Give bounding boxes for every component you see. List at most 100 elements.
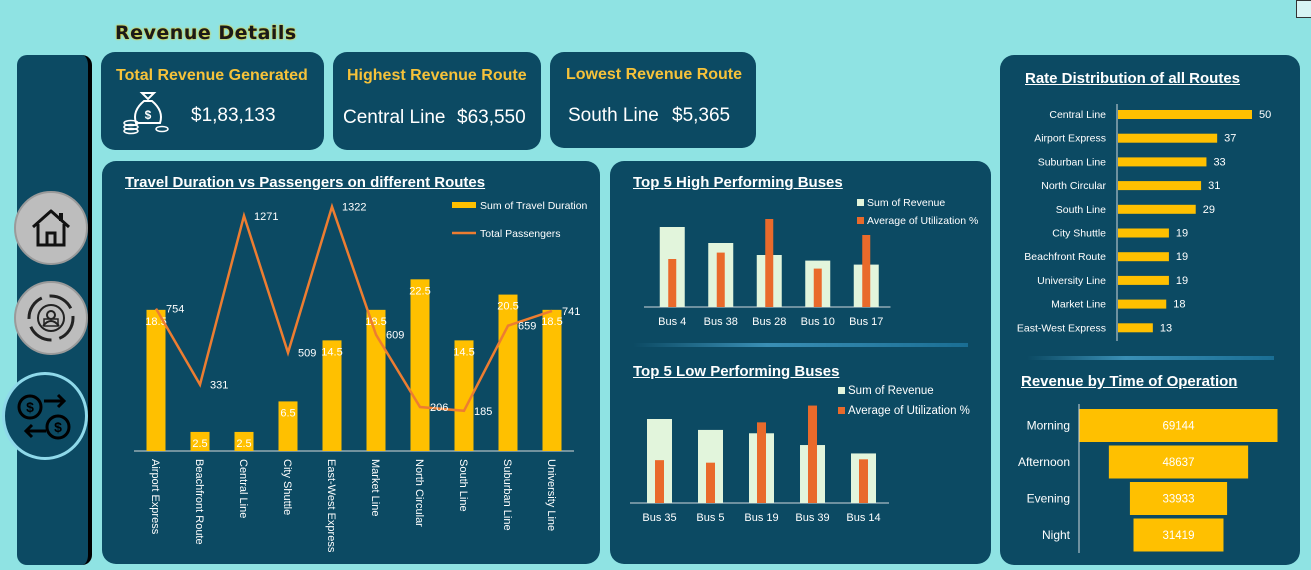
low-buses-chart-title: Top 5 Low Performing Buses <box>633 363 840 380</box>
time-revenue-bar <box>1129 482 1228 515</box>
svg-text:$: $ <box>145 108 152 122</box>
rate-bar <box>1118 181 1202 191</box>
svg-text:$: $ <box>54 419 62 435</box>
travel-duration-bar <box>454 340 474 451</box>
rate-data-label: 13 <box>1160 322 1172 334</box>
low-buses-utilization-bar <box>706 462 715 503</box>
kpi-lowest-route-card <box>550 52 756 148</box>
travel-duration-data-label: 14.5 <box>453 346 474 358</box>
bus-panel-divider <box>633 343 968 347</box>
time-y-tick-label: Evening <box>1027 492 1070 506</box>
rate-data-label: 19 <box>1176 228 1188 240</box>
travel-duration-data-label: 22.5 <box>409 285 430 297</box>
page-title: Revenue Details <box>115 22 297 44</box>
travel-duration-data-label: 14.5 <box>321 346 342 358</box>
time-y-tick-label: Afternoon <box>1018 455 1070 469</box>
money-bag-icon: $ <box>123 92 169 135</box>
passengers-data-label: 659 <box>518 321 536 333</box>
rate-data-label: 31 <box>1208 180 1220 192</box>
low-buses-chart: Bus 35 Bus 5 Bus 19 Bus 39 Bus 14 Sum of Reve… <box>630 385 970 524</box>
time-y-tick-label: Night <box>1042 528 1071 542</box>
low-buses-utilization-bar <box>859 459 868 503</box>
high-buses-x-tick-label: Bus 28 <box>752 316 786 328</box>
time-revenue-data-label: 69144 <box>1163 421 1196 433</box>
svg-text:$: $ <box>26 399 34 415</box>
travel-x-tick-label: City Shuttle <box>281 459 293 515</box>
rate-y-tick-label: Suburban Line <box>1038 156 1106 168</box>
rate-distribution-chart-title: Rate Distribution of all Routes <box>1025 70 1241 87</box>
money-exchange-icon: $ $ <box>17 393 71 440</box>
rate-bar <box>1118 299 1167 309</box>
rate-y-tick-label: Beachfront Route <box>1024 251 1106 263</box>
low-buses-legend-label-utilization: Average of Utilization % <box>848 405 970 417</box>
time-revenue-data-label: 33933 <box>1163 494 1195 506</box>
rate-data-label: 33 <box>1213 156 1225 168</box>
travel-x-tick-label: Airport Express <box>149 459 161 535</box>
kpi-total-revenue-card <box>101 52 324 150</box>
passengers-data-label: 1271 <box>254 211 278 223</box>
travel-duration-chart-title: Travel Duration vs Passengers on differe… <box>125 174 486 191</box>
time-revenue-data-label: 31419 <box>1163 530 1195 542</box>
rate-bar <box>1118 133 1218 143</box>
rate-y-tick-label: East-West Express <box>1017 322 1106 334</box>
nav-routes-button[interactable] <box>14 281 88 355</box>
passengers-data-label: 609 <box>386 330 404 342</box>
rate-bar <box>1118 275 1169 285</box>
high-buses-legend-label-utilization: Average of Utilization % <box>867 215 978 227</box>
time-revenue-chart-title: Revenue by Time of Operation <box>1021 373 1238 390</box>
nav-revenue-button[interactable]: $ $ <box>2 372 88 460</box>
low-buses-x-tick-label: Bus 39 <box>795 512 829 524</box>
rate-y-tick-label: South Line <box>1056 204 1106 216</box>
high-buses-x-tick-label: Bus 17 <box>849 316 883 328</box>
rate-bar <box>1118 157 1207 167</box>
kpi-lowest-route-title: Lowest Revenue Route <box>566 66 743 83</box>
time-revenue-bar <box>1108 445 1249 479</box>
kpi-total-revenue-value: $1,83,133 <box>191 105 276 126</box>
rate-bar <box>1118 323 1153 333</box>
passengers-data-label: 206 <box>430 402 448 414</box>
travel-x-tick-label: North Circular <box>413 459 425 527</box>
passengers-line <box>154 202 553 413</box>
travel-duration-bar <box>410 279 430 451</box>
kpi-highest-route-title: Highest Revenue Route <box>347 67 527 84</box>
home-icon <box>32 209 70 247</box>
rate-bar <box>1118 204 1196 214</box>
rate-y-tick-label: Central Line <box>1049 109 1106 121</box>
rate-data-label: 19 <box>1176 251 1188 263</box>
rate-distribution-chart: Central Line 50 Airport Express 37 Suburban … <box>1017 104 1271 341</box>
travel-duration-bar <box>366 309 386 451</box>
high-buses-chart-title: Top 5 High Performing Buses <box>633 174 843 191</box>
rate-data-label: 29 <box>1203 204 1215 216</box>
travel-duration-data-label: 2.5 <box>236 438 251 450</box>
high-buses-chart: Bus 4 Bus 38 Bus 28 Bus 10 Bus 17 Sum of Reve… <box>644 197 978 328</box>
time-y-tick-label: Morning <box>1027 419 1070 433</box>
low-buses-x-tick-label: Bus 35 <box>642 512 676 524</box>
travel-x-tick-label: University Line <box>545 459 557 531</box>
passengers-data-label: 754 <box>166 304 184 316</box>
rate-panel-divider <box>1027 356 1274 360</box>
passengers-data-label: 185 <box>474 406 492 418</box>
nav-home-button[interactable] <box>14 191 88 265</box>
travel-duration-chart: 18.5 Airport Express 2.5 Beachfront Route 2.… <box>134 200 588 553</box>
travel-duration-bar <box>146 309 166 451</box>
travel-duration-bar <box>498 294 518 451</box>
high-buses-legend-swatch-utilization <box>857 217 864 224</box>
low-buses-x-tick-label: Bus 5 <box>696 512 724 524</box>
low-buses-utilization-bar <box>808 405 817 503</box>
travel-duration-bar <box>542 309 562 451</box>
high-buses-utilization-bar <box>813 268 822 307</box>
travel-x-tick-label: Market Line <box>369 459 381 516</box>
travel-x-tick-label: Suburban Line <box>501 459 513 531</box>
travel-x-tick-label: South Line <box>457 459 469 512</box>
passengers-data-label: 1322 <box>342 202 366 214</box>
rate-bar <box>1118 110 1252 119</box>
kpi-lowest-route-name: South Line <box>568 105 659 126</box>
travel-duration-data-label: 18.5 <box>365 316 386 328</box>
low-buses-legend-swatch-revenue <box>838 387 845 394</box>
low-buses-x-tick-label: Bus 19 <box>744 512 778 524</box>
passengers-data-label: 509 <box>298 348 316 360</box>
rate-data-label: 37 <box>1224 133 1236 145</box>
kpi-lowest-route-value: $5,365 <box>672 105 731 126</box>
high-buses-legend-label-revenue: Sum of Revenue <box>867 197 945 209</box>
